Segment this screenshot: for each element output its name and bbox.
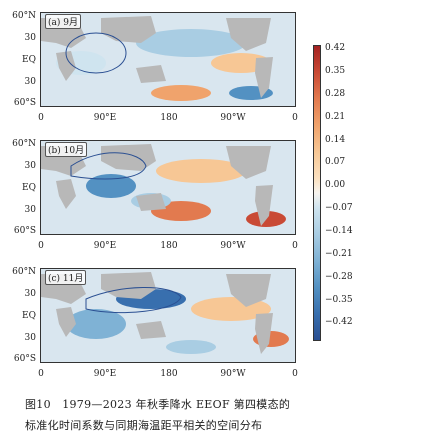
lon-label: 0 [38,241,44,251]
lon-label: 180 [160,241,178,251]
lat-label: 30 [24,289,36,299]
panel-label-a: (a) 9月 [45,14,81,29]
lon-label: 180 [160,113,178,123]
colorbar-label: −0.07 [325,203,353,213]
colorbar-label: 0.07 [325,157,346,167]
lat-label: 30 [24,205,36,215]
map-panel-a [40,12,296,107]
colorbar-label: −0.21 [325,249,353,259]
lat-label: 60°N [12,11,36,21]
lat-label: EQ [22,183,36,193]
figure-caption-line1: 图10 1979—2023 年秋季降水 EEOF 第四模态的 [25,398,291,411]
lon-label: 0 [292,369,298,379]
lat-label: 30 [24,161,36,171]
figure-caption-line2: 标准化时间系数与同期海温距平相关的空间分布 [25,419,263,432]
lon-label: 0 [292,113,298,123]
lat-label: 30 [24,333,36,343]
panel-label-b: (b) 10月 [45,142,88,157]
colorbar-label: −0.42 [325,317,353,327]
lat-label: EQ [22,55,36,65]
colorbar-label: −0.35 [325,295,353,305]
lat-label: 60°S [13,354,36,364]
lat-label: 60°S [13,226,36,236]
map-panel-b [40,140,296,235]
lon-label: 180 [160,369,178,379]
lat-label: EQ [22,311,36,321]
lon-label: 90°E [93,113,117,123]
lon-label: 0 [38,113,44,123]
colorbar-label: 0.00 [325,180,346,190]
lon-label: 90°W [220,369,246,379]
lat-label: 30 [24,33,36,43]
lon-label: 0 [38,369,44,379]
lat-label: 60°N [12,267,36,277]
lat-label: 60°N [12,139,36,149]
sst-map-a [41,13,295,106]
colorbar-label: −0.14 [325,226,353,236]
lon-label: 90°W [220,241,246,251]
lon-label: 90°W [220,113,246,123]
colorbar-label: 0.35 [325,66,346,76]
colorbar-label: 0.42 [325,43,346,53]
lon-label: 90°E [93,369,117,379]
colorbar-label: −0.28 [325,272,353,282]
lat-label: 30 [24,77,36,87]
lon-label: 90°E [93,241,117,251]
panel-label-c: (c) 11月 [45,270,87,285]
colorbar [313,45,321,341]
colorbar-label: 0.28 [325,89,346,99]
colorbar-label: 0.21 [325,112,346,122]
colorbar-label: 0.14 [325,135,346,145]
lon-label: 0 [292,241,298,251]
lat-label: 60°S [13,98,36,108]
map-panel-c [40,268,296,363]
